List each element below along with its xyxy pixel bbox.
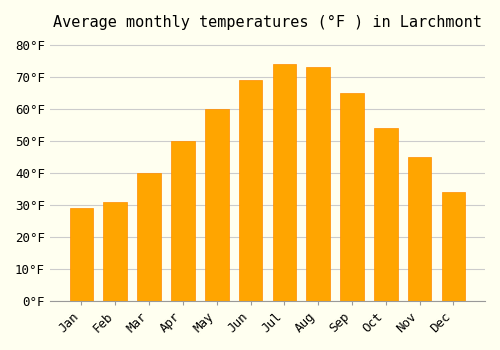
Bar [238,80,262,301]
Bar [138,173,161,301]
Bar [442,192,465,301]
Bar [306,67,330,301]
Bar [374,128,398,301]
Bar [340,93,364,301]
Bar [272,64,296,301]
Bar [70,208,94,301]
Bar [408,157,432,301]
Bar [205,108,229,301]
Bar [171,141,194,301]
Bar [104,202,127,301]
Title: Average monthly temperatures (°F ) in Larchmont: Average monthly temperatures (°F ) in La… [53,15,482,30]
